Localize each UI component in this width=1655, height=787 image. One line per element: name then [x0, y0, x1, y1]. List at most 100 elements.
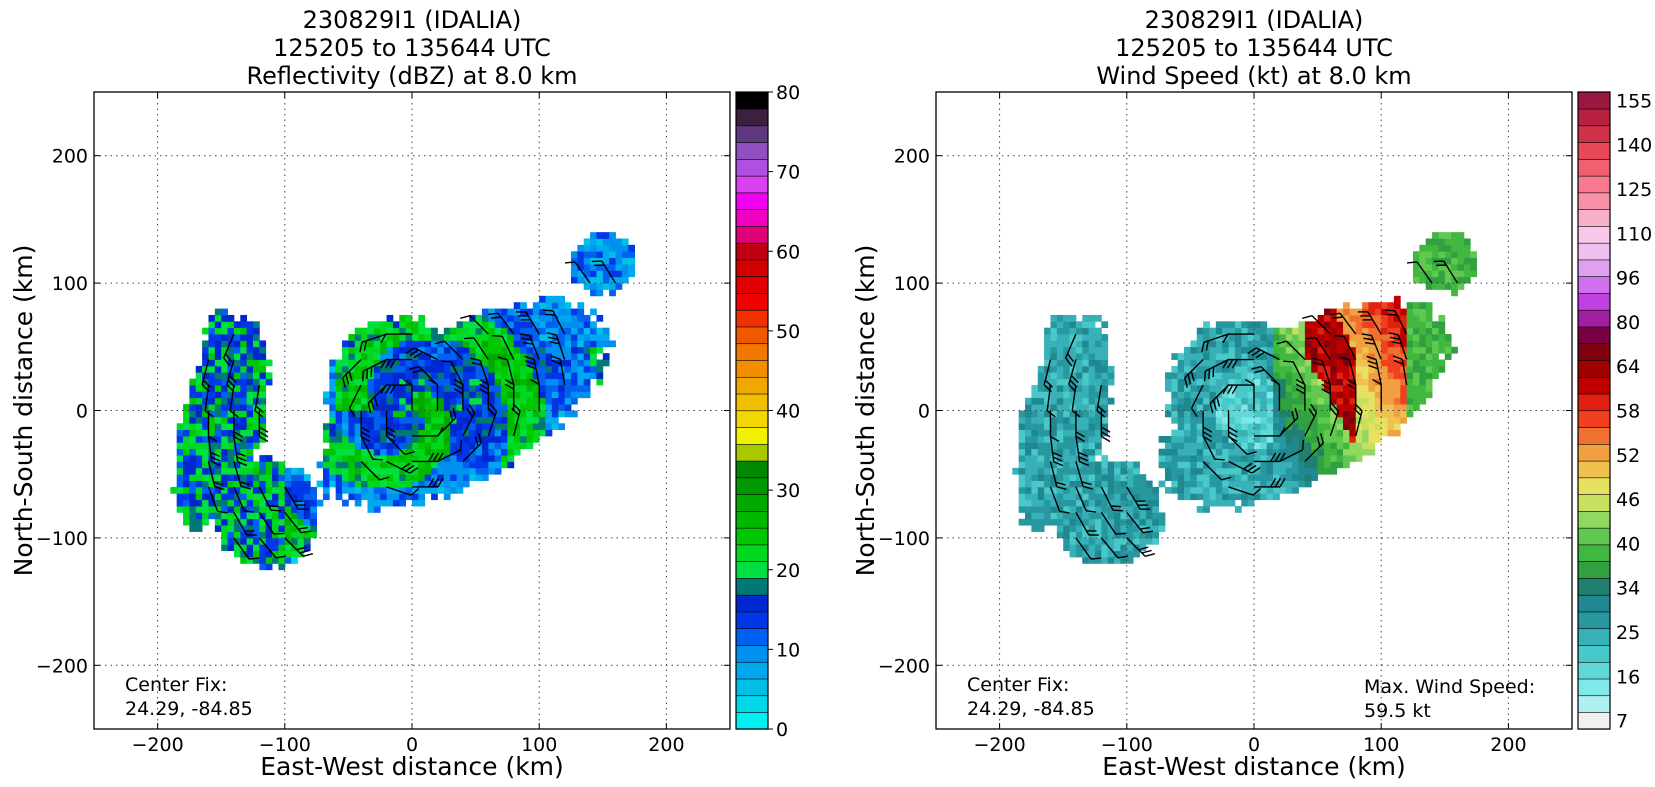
- heatmap-cell: [424, 467, 432, 475]
- heatmap-cell: [450, 448, 457, 456]
- wind-barb-flag: [564, 261, 576, 264]
- heatmap-cell: [481, 353, 489, 360]
- heatmap-cell: [1247, 486, 1255, 494]
- heatmap-cell: [1031, 467, 1039, 475]
- heatmap-cell: [1266, 391, 1274, 399]
- heatmap-cell: [1107, 467, 1115, 475]
- heatmap-cell: [221, 461, 228, 469]
- heatmap-cell: [1095, 550, 1102, 558]
- heatmap-cell: [1075, 461, 1083, 469]
- heatmap-cell: [1082, 410, 1090, 418]
- heatmap-cell: [1101, 544, 1109, 552]
- wind-barb-flag: [1276, 340, 1287, 345]
- heatmap-cell: [1056, 448, 1064, 456]
- heatmap-cell: [577, 340, 585, 348]
- heatmap-cell: [431, 442, 438, 450]
- heatmap-cell: [195, 397, 203, 405]
- heatmap-cell: [571, 410, 578, 418]
- heatmap-cell: [1075, 321, 1083, 329]
- heatmap-cell: [303, 512, 311, 520]
- heatmap-cell: [1228, 346, 1236, 354]
- heatmap-cell: [1381, 327, 1388, 335]
- heatmap-cell: [367, 474, 375, 481]
- heatmap-cell: [475, 378, 483, 386]
- heatmap-cell: [1037, 474, 1045, 481]
- heatmap-cell: [240, 448, 248, 456]
- heatmap-cell: [361, 416, 368, 424]
- heatmap-cell: [602, 244, 610, 252]
- colorbar-segment: [1577, 209, 1611, 227]
- heatmap-cell: [1095, 340, 1102, 348]
- wind-barb-flag: [237, 461, 248, 467]
- heatmap-cell: [450, 353, 457, 360]
- heatmap-cell: [1279, 327, 1287, 335]
- colorbar-segment: [1577, 561, 1611, 579]
- heatmap-cell: [507, 404, 515, 411]
- colorbar-segment: [1577, 577, 1611, 596]
- heatmap-cell: [520, 435, 527, 443]
- heatmap-cell: [1031, 499, 1039, 507]
- wind-barb-flag: [1346, 378, 1357, 386]
- heatmap-cell: [1254, 397, 1261, 405]
- colorbar-segment: [735, 225, 769, 244]
- heatmap-cell: [1311, 442, 1318, 450]
- heatmap-cell: [1298, 359, 1306, 367]
- heatmap-cell: [1145, 493, 1153, 501]
- heatmap-cell: [609, 276, 616, 284]
- heatmap-cell: [1190, 442, 1198, 450]
- heatmap-cell: [590, 359, 597, 367]
- heatmap-cell: [392, 346, 400, 354]
- heatmap-cell: [214, 314, 222, 322]
- heatmap-cell: [1184, 474, 1191, 481]
- heatmap-cell: [361, 372, 368, 380]
- wind-barb-flag: [542, 309, 554, 312]
- heatmap-cell: [1050, 359, 1058, 367]
- heatmap-cell: [583, 244, 591, 252]
- heatmap-cell: [1298, 346, 1306, 354]
- heatmap-cell: [1273, 423, 1280, 431]
- heatmap-cell: [399, 346, 407, 354]
- heatmap-cell: [1470, 257, 1477, 265]
- heatmap-cell: [1311, 423, 1318, 431]
- heatmap-cell: [1260, 480, 1268, 488]
- heatmap-cell: [380, 442, 387, 450]
- heatmap-cell: [443, 334, 451, 341]
- heatmap-cell: [1381, 410, 1388, 418]
- heatmap-cell: [1063, 442, 1070, 450]
- heatmap-cell: [259, 353, 267, 360]
- heatmap-cell: [354, 385, 362, 392]
- heatmap-cell: [545, 359, 553, 367]
- wind-barb-flag: [546, 332, 557, 336]
- heatmap-cell: [1292, 378, 1299, 386]
- heatmap-cell: [1088, 493, 1096, 501]
- heatmap-cell: [214, 493, 222, 501]
- heatmap-cell: [412, 334, 419, 341]
- heatmap-cell: [1222, 378, 1229, 386]
- wind-barb-flag: [1283, 360, 1294, 363]
- heatmap-cell: [386, 340, 394, 348]
- heatmap-cell: [418, 378, 426, 386]
- heatmap-cell: [1444, 232, 1452, 239]
- colorbar-segment: [735, 661, 769, 680]
- heatmap-cell: [590, 321, 597, 329]
- heatmap-cell: [1088, 353, 1096, 360]
- heatmap-cell: [1203, 499, 1210, 507]
- heatmap-cell: [1222, 474, 1229, 481]
- heatmap-cell: [1082, 391, 1090, 399]
- wind-barb-flag: [1246, 451, 1257, 456]
- heatmap-cell: [259, 499, 267, 507]
- colorbar-segment: [1577, 91, 1611, 110]
- heatmap-cell: [246, 455, 254, 462]
- heatmap-cell: [1336, 391, 1344, 399]
- heatmap-cell: [1050, 461, 1058, 469]
- heatmap-cell: [1343, 442, 1350, 450]
- heatmap-cell: [1044, 435, 1051, 443]
- heatmap-cell: [462, 435, 470, 443]
- heatmap-cell: [1050, 467, 1058, 475]
- heatmap-cell: [1044, 340, 1051, 348]
- heatmap-cell: [221, 467, 228, 475]
- heatmap-cell: [1088, 448, 1096, 456]
- heatmap-cell: [1228, 493, 1236, 501]
- heatmap-cell: [1145, 480, 1153, 488]
- wind-barb-flag: [1187, 374, 1192, 385]
